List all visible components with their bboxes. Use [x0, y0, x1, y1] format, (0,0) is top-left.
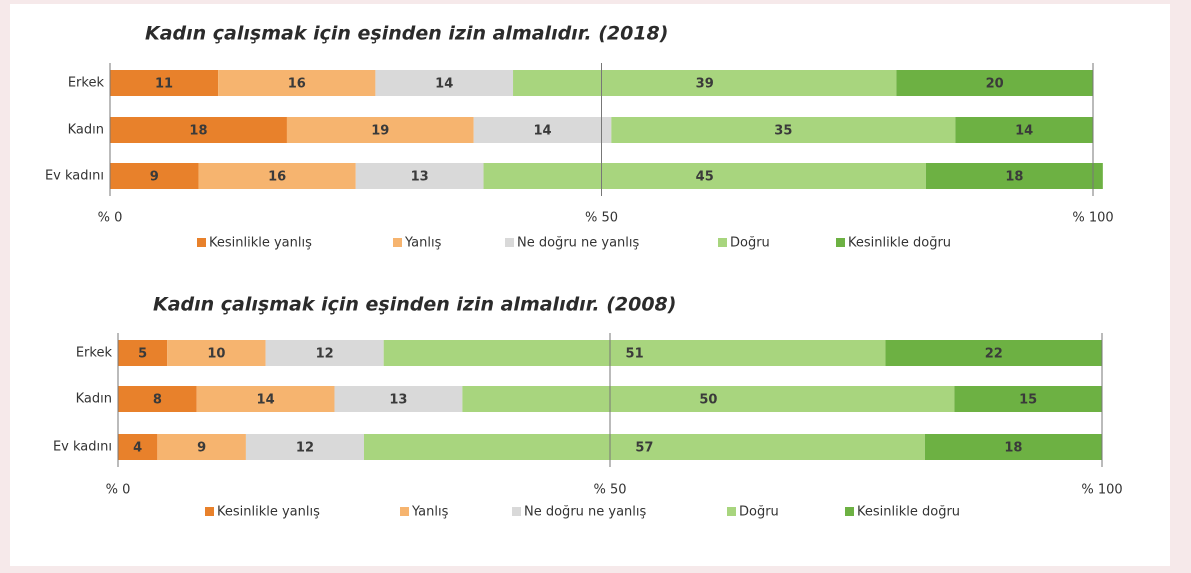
value-label: 9 — [197, 441, 206, 456]
bar-segment — [925, 163, 1103, 189]
bar-segment — [286, 117, 474, 143]
legend-swatch — [400, 507, 409, 516]
bar-segment — [245, 434, 364, 460]
legend-label: Doğru — [739, 505, 779, 520]
bar-segment — [954, 386, 1102, 412]
legend-swatch — [505, 238, 514, 247]
value-label: 35 — [774, 124, 792, 139]
legend-label: Yanlış — [404, 236, 442, 251]
bar-segment — [896, 70, 1093, 96]
value-label: 18 — [189, 124, 207, 139]
legend-label: Kesinlikle yanlış — [217, 505, 320, 520]
legend-swatch — [718, 238, 727, 247]
value-label: 19 — [371, 124, 389, 139]
value-label: 16 — [268, 170, 286, 185]
bar-segment — [118, 434, 158, 460]
value-label: 5 — [138, 347, 147, 362]
value-label: 10 — [207, 347, 225, 362]
bar-segment — [375, 70, 514, 96]
bar-segment — [265, 340, 384, 366]
value-label: 13 — [411, 170, 429, 185]
value-label: 45 — [696, 170, 714, 185]
value-label: 18 — [1004, 441, 1022, 456]
value-label: 18 — [1005, 170, 1023, 185]
value-label: 57 — [635, 441, 653, 456]
chart-title: Kadın çalışmak için eşinden izin almalıd… — [153, 294, 676, 316]
legend-label: Doğru — [730, 236, 770, 251]
value-label: 12 — [296, 441, 314, 456]
bar-segment — [110, 70, 219, 96]
chart-title: Kadın çalışmak için eşinden izin almalıd… — [145, 23, 668, 45]
bar-segment — [196, 386, 335, 412]
bar-segment — [118, 340, 168, 366]
value-label: 22 — [985, 347, 1003, 362]
value-label: 12 — [316, 347, 334, 362]
value-label: 4 — [133, 441, 142, 456]
bar-segment — [355, 163, 484, 189]
bar-segment — [473, 117, 612, 143]
category-label: Kadın — [76, 392, 112, 407]
bar-segment — [157, 434, 246, 460]
bar-segment — [334, 386, 463, 412]
value-label: 51 — [626, 347, 644, 362]
category-label: Ev kadını — [45, 169, 104, 184]
value-label: 13 — [389, 393, 407, 408]
legend-swatch — [197, 238, 206, 247]
value-label: 20 — [986, 77, 1004, 92]
bar-segment — [218, 70, 376, 96]
value-label: 14 — [533, 124, 551, 139]
x-tick-label: % 50 — [593, 483, 626, 498]
value-label: 50 — [699, 393, 717, 408]
value-label: 8 — [153, 393, 162, 408]
bar-segment — [364, 434, 925, 460]
value-label: 16 — [288, 77, 306, 92]
legend-label: Yanlış — [411, 505, 449, 520]
legend-swatch — [205, 507, 214, 516]
legend-label: Kesinlikle doğru — [857, 505, 960, 520]
legend-swatch — [512, 507, 521, 516]
panel — [10, 4, 1170, 566]
legend-label: Kesinlikle yanlış — [209, 236, 312, 251]
value-label: 9 — [150, 170, 159, 185]
bar-segment — [167, 340, 266, 366]
x-tick-label: % 0 — [98, 211, 123, 226]
category-label: Erkek — [68, 76, 105, 91]
legend-swatch — [393, 238, 402, 247]
bar-segment — [110, 163, 199, 189]
bar-segment — [885, 340, 1102, 366]
category-label: Ev kadını — [53, 440, 112, 455]
bar-segment — [483, 163, 926, 189]
category-label: Kadın — [68, 123, 104, 138]
legend-label: Kesinlikle doğru — [848, 236, 951, 251]
legend-swatch — [836, 238, 845, 247]
value-label: 14 — [257, 393, 275, 408]
bar-segment — [955, 117, 1093, 143]
bar-segment — [383, 340, 886, 366]
x-tick-label: % 100 — [1072, 211, 1113, 226]
legend-label: Ne doğru ne yanlış — [517, 236, 640, 251]
value-label: 14 — [435, 77, 453, 92]
bar-segment — [513, 70, 897, 96]
value-label: 14 — [1015, 124, 1033, 139]
legend-swatch — [845, 507, 854, 516]
bar-segment — [924, 434, 1102, 460]
value-label: 11 — [155, 77, 173, 92]
bar-segment — [462, 386, 955, 412]
value-label: 39 — [696, 77, 714, 92]
value-label: 15 — [1019, 393, 1037, 408]
bar-segment — [198, 163, 356, 189]
x-tick-label: % 50 — [585, 211, 618, 226]
bar-segment — [110, 117, 287, 143]
legend-swatch — [727, 507, 736, 516]
legend-label: Ne doğru ne yanlış — [524, 505, 647, 520]
x-tick-label: % 0 — [106, 483, 131, 498]
bar-segment — [118, 386, 197, 412]
bar-segment — [611, 117, 956, 143]
x-tick-label: % 100 — [1081, 483, 1122, 498]
category-label: Erkek — [76, 346, 113, 361]
